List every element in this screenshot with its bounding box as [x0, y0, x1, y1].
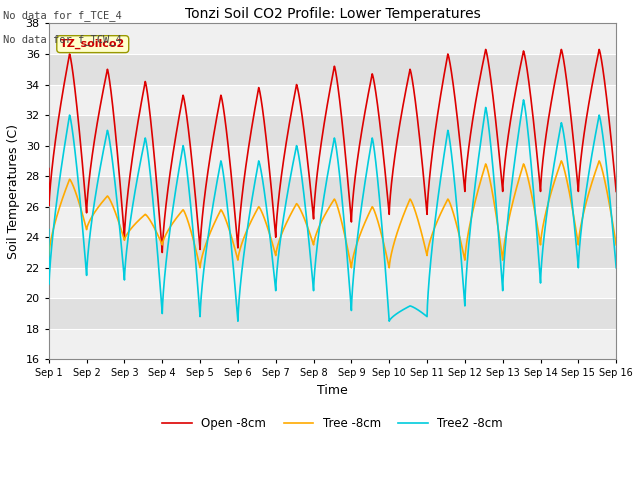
Bar — [49, 329, 616, 360]
Tree -8cm — [45, 252, 52, 258]
Tree -8cm — [317, 219, 325, 225]
Open -8cm — [317, 138, 325, 144]
Open -8cm — [587, 89, 595, 95]
Text: No data for f_TCE_4: No data for f_TCE_4 — [3, 10, 122, 21]
Tree2 -8cm — [158, 306, 166, 312]
Bar — [49, 84, 616, 115]
Line: Tree2 -8cm: Tree2 -8cm — [49, 100, 616, 321]
Open -8cm — [234, 236, 241, 242]
Bar — [49, 207, 616, 237]
Open -8cm — [482, 47, 490, 52]
Title: Tonzi Soil CO2 Profile: Lower Temperatures: Tonzi Soil CO2 Profile: Lower Temperatur… — [184, 7, 481, 21]
Open -8cm — [158, 245, 166, 251]
Tree -8cm — [196, 265, 204, 271]
Tree2 -8cm — [317, 210, 325, 216]
Tree -8cm — [587, 183, 595, 189]
Legend: Open -8cm, Tree -8cm, Tree2 -8cm: Open -8cm, Tree -8cm, Tree2 -8cm — [157, 412, 508, 435]
Tree2 -8cm — [612, 265, 620, 271]
Tree2 -8cm — [234, 318, 242, 324]
Tree -8cm — [234, 254, 241, 260]
Tree -8cm — [557, 158, 565, 164]
Tree2 -8cm — [233, 307, 241, 312]
Bar — [49, 24, 616, 54]
Tree -8cm — [612, 242, 620, 248]
Tree2 -8cm — [45, 227, 52, 232]
Tree -8cm — [271, 249, 278, 255]
Line: Open -8cm: Open -8cm — [49, 49, 616, 252]
Open -8cm — [159, 250, 166, 255]
Tree2 -8cm — [271, 278, 278, 284]
Bar — [49, 115, 616, 145]
Tree2 -8cm — [389, 313, 397, 319]
Text: No data for f_TCW_4: No data for f_TCW_4 — [3, 34, 122, 45]
Bar — [49, 54, 616, 84]
Bar — [49, 237, 616, 268]
Bar — [49, 298, 616, 329]
Open -8cm — [612, 189, 620, 194]
Tree -8cm — [158, 241, 166, 247]
Line: Tree -8cm: Tree -8cm — [49, 161, 616, 268]
Bar — [49, 176, 616, 207]
Tree2 -8cm — [520, 97, 527, 103]
Text: TZ_soilco2: TZ_soilco2 — [60, 39, 125, 49]
Tree -8cm — [389, 243, 397, 249]
X-axis label: Time: Time — [317, 384, 348, 397]
Tree2 -8cm — [587, 158, 595, 164]
Bar — [49, 145, 616, 176]
Open -8cm — [45, 166, 52, 171]
Y-axis label: Soil Temperatures (C): Soil Temperatures (C) — [7, 124, 20, 259]
Open -8cm — [271, 224, 278, 229]
Open -8cm — [389, 166, 397, 172]
Bar — [49, 268, 616, 298]
